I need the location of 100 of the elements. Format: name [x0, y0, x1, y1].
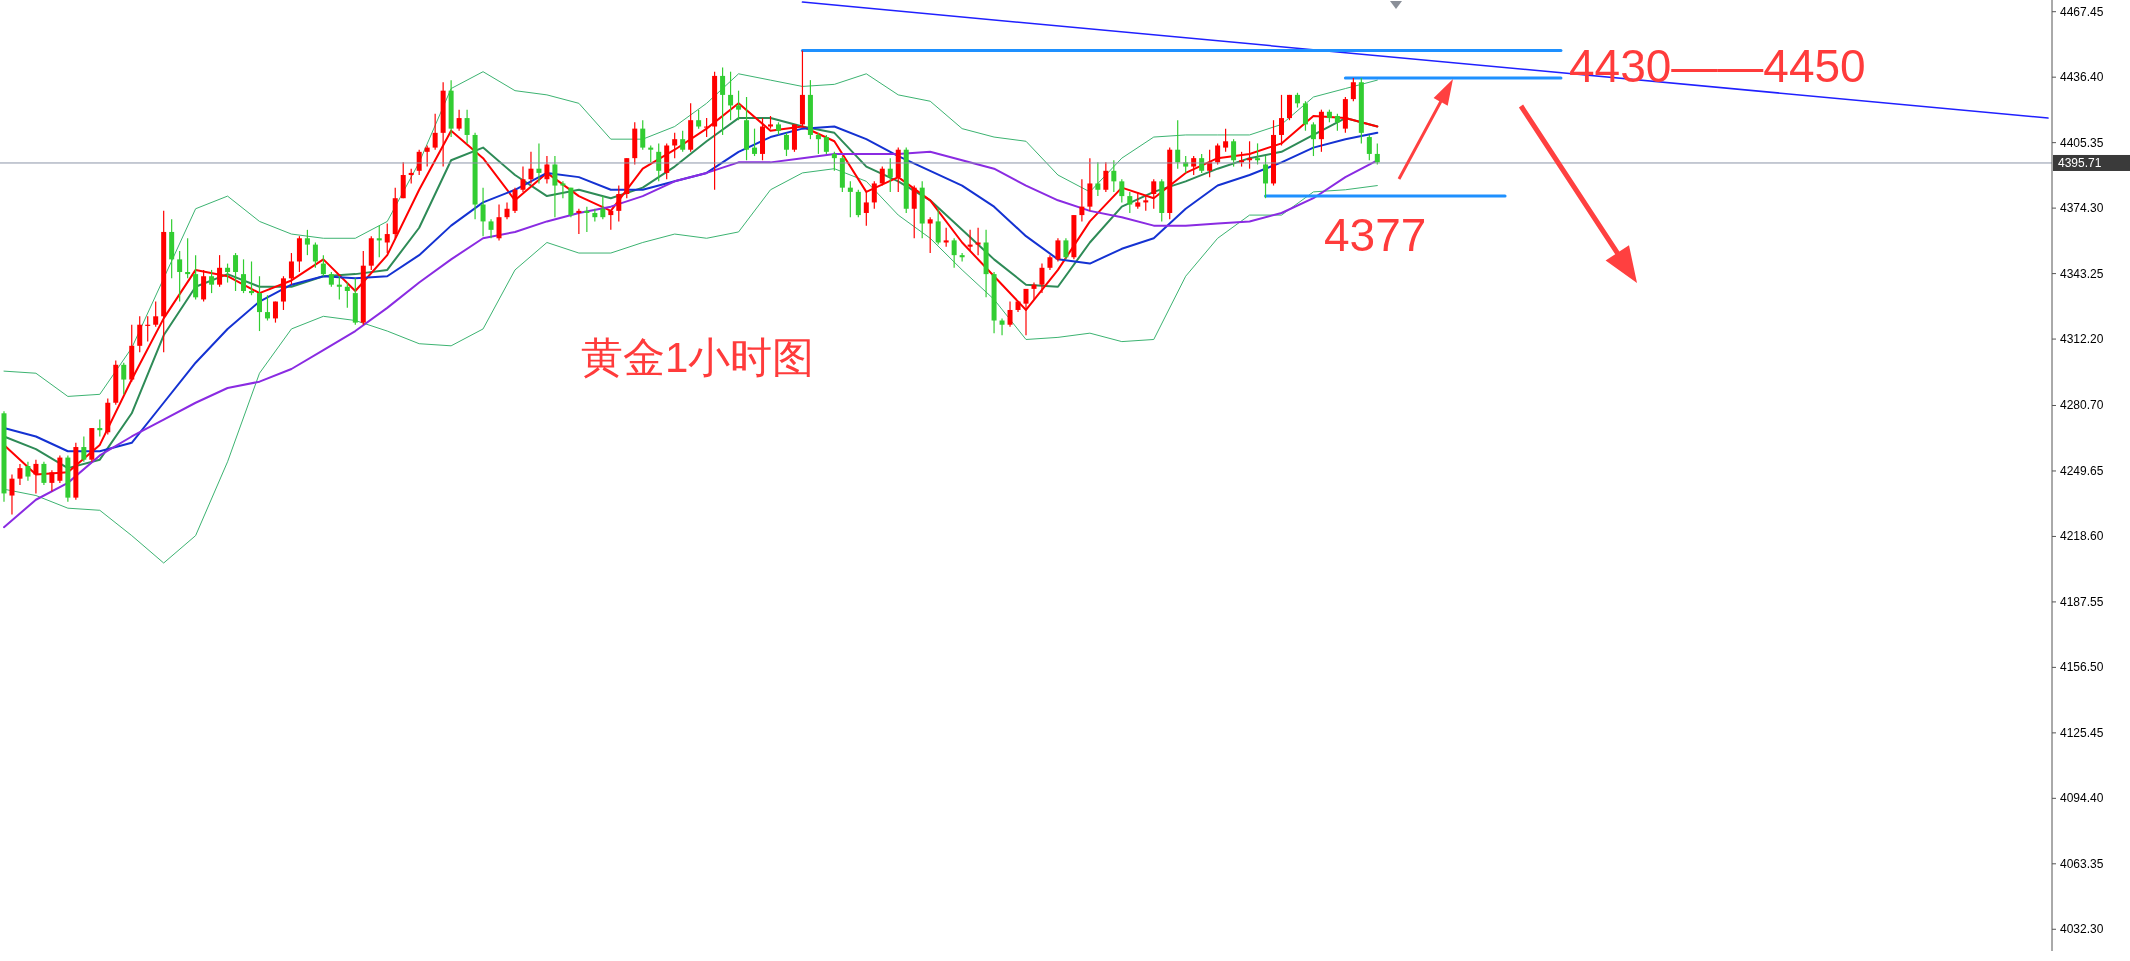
candlestick — [304, 229, 310, 256]
candlestick — [552, 155, 558, 218]
candlestick — [720, 66, 726, 136]
candlestick — [1350, 77, 1356, 102]
candlestick — [576, 208, 582, 235]
candlestick — [217, 254, 223, 288]
candlestick — [943, 227, 949, 248]
candlestick — [400, 161, 406, 199]
candlestick — [1039, 262, 1045, 294]
candlestick — [225, 262, 231, 284]
candlestick — [584, 206, 590, 233]
candlestick — [1151, 178, 1157, 210]
y-tick-label: 4374.30 — [2060, 201, 2104, 216]
candlestick — [927, 216, 933, 254]
candlestick — [536, 142, 542, 185]
candlestick — [201, 269, 207, 303]
candlestick — [879, 165, 885, 187]
candlestick — [320, 254, 326, 277]
candlestick — [137, 315, 143, 353]
candlestick — [752, 128, 758, 157]
y-tick-label: 4094.40 — [2060, 791, 2104, 806]
candlestick — [464, 109, 470, 144]
y-tick-label: 4125.45 — [2060, 725, 2104, 740]
candlestick — [600, 195, 606, 220]
candlestick — [49, 469, 55, 492]
candlestick — [783, 132, 789, 157]
candlestick — [512, 187, 518, 214]
candlestick — [560, 180, 566, 199]
candlestick — [1127, 191, 1133, 214]
candlestick — [736, 90, 742, 121]
candlestick — [616, 184, 622, 223]
candlestick — [57, 454, 63, 484]
candlestick — [288, 252, 294, 286]
y-tick-label: 4343.25 — [2060, 266, 2104, 281]
candlestick — [177, 250, 183, 303]
y-tick-label: 4467.45 — [2060, 4, 2104, 19]
ref-line-label: 4395.71 — [2058, 155, 2102, 170]
candlestick — [871, 180, 877, 210]
candlestick — [256, 275, 262, 332]
candlestick — [959, 252, 965, 263]
y-tick-label: 4032.30 — [2060, 922, 2104, 937]
candlestick — [887, 157, 893, 193]
candlestick — [312, 241, 318, 269]
candlestick — [153, 300, 159, 328]
candlestick — [847, 180, 853, 218]
y-tick-label: 4218.60 — [2060, 529, 2104, 544]
candlestick — [424, 144, 430, 168]
candlestick — [185, 237, 191, 279]
candlestick — [1223, 128, 1229, 153]
candlestick — [488, 218, 494, 239]
candlestick — [1079, 178, 1085, 223]
candlestick — [41, 461, 47, 486]
candlestick — [1119, 178, 1125, 204]
candlestick — [1031, 281, 1037, 301]
candlestick — [344, 281, 350, 309]
candlestick — [33, 459, 39, 495]
candlestick — [823, 134, 829, 155]
candlestick — [951, 237, 957, 269]
y-tick-label: 4436.40 — [2060, 70, 2104, 85]
y-tick-label: 4187.55 — [2060, 594, 2104, 609]
candlestick — [855, 189, 861, 218]
candlestick — [911, 184, 917, 239]
candlestick — [1103, 161, 1109, 193]
candlestick — [1310, 121, 1316, 157]
candlestick — [1063, 237, 1069, 260]
candlestick — [1286, 94, 1292, 121]
y-tick-label: 4249.65 — [2060, 463, 2104, 478]
candlestick — [608, 210, 614, 231]
candlestick — [1263, 155, 1269, 199]
candlestick — [121, 362, 127, 395]
candlestick — [815, 132, 821, 155]
annotation: 4430——4450 — [1569, 39, 1866, 92]
candlestick — [544, 155, 550, 185]
candlestick — [1007, 300, 1013, 328]
candlestick — [1095, 161, 1101, 197]
candlestick — [863, 191, 869, 227]
candlestick — [1087, 157, 1093, 212]
candlestick — [504, 201, 510, 220]
y-tick-label: 4280.70 — [2060, 398, 2104, 413]
candlestick — [1279, 94, 1284, 147]
candlestick — [1055, 237, 1061, 263]
candlestick — [967, 229, 973, 252]
candlestick — [296, 235, 302, 273]
candlestick — [696, 109, 702, 130]
y-tick-label: 4156.50 — [2060, 660, 2104, 675]
annotation: 黄金1小时图 — [581, 334, 815, 382]
candlestick — [1023, 288, 1029, 336]
candlestick — [432, 113, 438, 151]
candlestick — [241, 258, 247, 294]
candlestick — [672, 132, 678, 159]
candlestick — [1366, 134, 1372, 161]
candlestick — [496, 203, 502, 241]
candlestick — [1231, 138, 1237, 168]
candlestick — [384, 222, 390, 254]
y-tick-label: 4063.35 — [2060, 856, 2104, 871]
y-tick-label: 4405.35 — [2060, 135, 2104, 150]
candlestick — [209, 269, 215, 294]
candlestick — [233, 252, 239, 292]
candlestick — [1247, 140, 1253, 170]
candlestick — [480, 187, 486, 237]
